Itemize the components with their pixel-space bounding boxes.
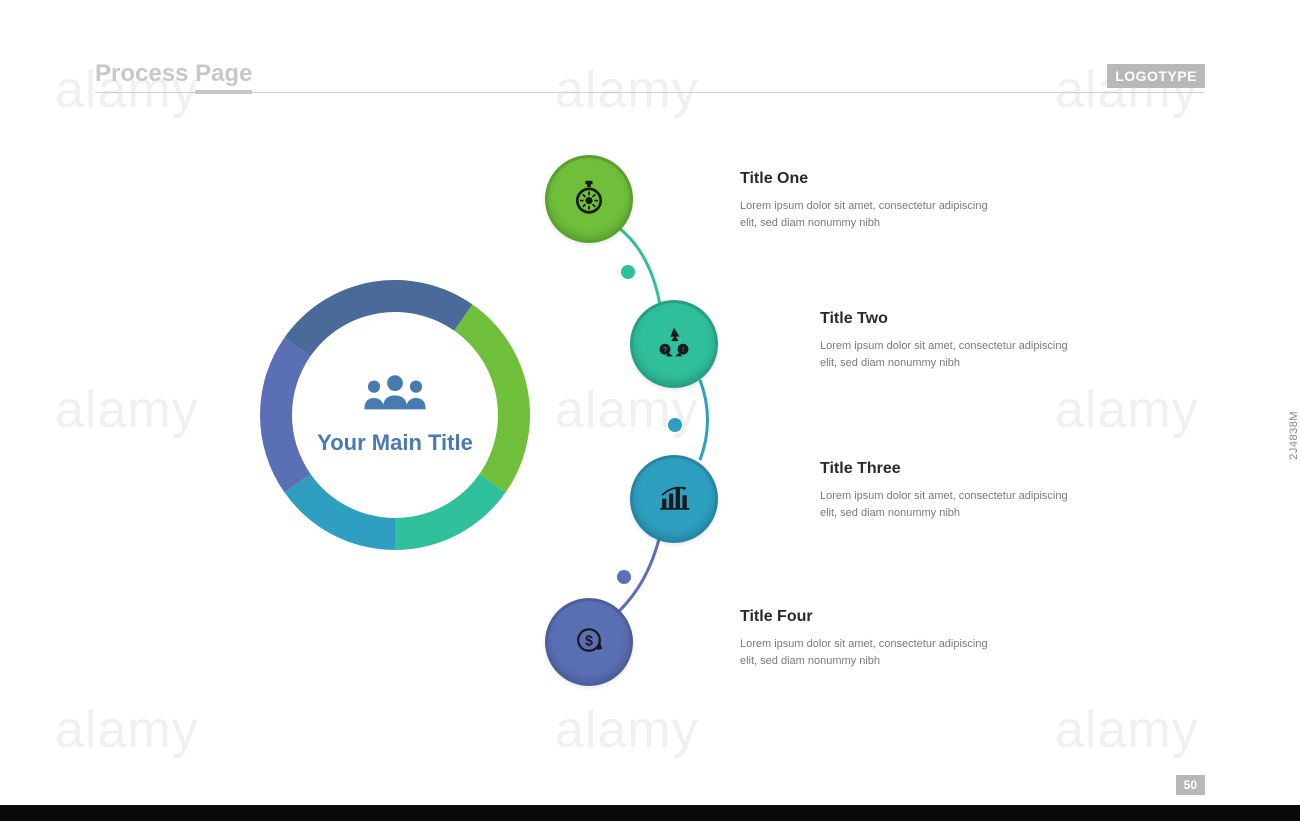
page-header: Process Page LOGOTYPE (95, 60, 1205, 93)
title-prefix: Process (95, 60, 195, 87)
item-block-2: Title Two Lorem ipsum dolor sit amet, con… (820, 310, 1080, 371)
process-node-4: $ (545, 598, 633, 686)
page-number: 50 (1176, 775, 1205, 795)
item-body: Lorem ipsum dolor sit amet, consectetur … (740, 198, 1000, 231)
dollar-cycle-icon: $ (571, 622, 607, 663)
main-circle-center: Your Main Title (295, 315, 495, 515)
page-title: Process Page (95, 60, 252, 88)
svg-text:?: ? (663, 344, 667, 353)
connector-dot-2 (668, 418, 682, 432)
image-id: 2J4838M (1288, 411, 1300, 460)
svg-text:$: $ (585, 633, 593, 649)
item-body: Lorem ipsum dolor sit amet, consectetur … (820, 338, 1080, 371)
item-block-3: Title Three Lorem ipsum dolor sit amet, c… (820, 460, 1080, 521)
watermark: alamy (55, 700, 199, 760)
item-title: Title One (740, 170, 1000, 188)
item-block-4: Title Four Lorem ipsum dolor sit amet, co… (740, 608, 1000, 669)
svg-text:!: ! (682, 344, 684, 353)
people-icon (360, 372, 430, 417)
item-title: Title Two (820, 310, 1080, 328)
item-title: Title Three (820, 460, 1080, 478)
watermark: alamy (55, 380, 199, 440)
process-node-1 (545, 155, 633, 243)
process-node-2: ?! (630, 300, 718, 388)
item-body: Lorem ipsum dolor sit amet, consectetur … (740, 636, 1000, 669)
process-node-3 (630, 455, 718, 543)
item-body: Lorem ipsum dolor sit amet, consectetur … (820, 488, 1080, 521)
logotype-badge: LOGOTYPE (1107, 64, 1205, 88)
watermark: alamy (1055, 700, 1199, 760)
connector-arcs (0, 0, 1300, 821)
connector-dot-3 (617, 570, 631, 584)
recycle-chat-icon: ?! (656, 324, 692, 365)
connector-dot-1 (621, 265, 635, 279)
item-block-1: Title One Lorem ipsum dolor sit amet, con… (740, 170, 1000, 231)
watermark: alamy (555, 700, 699, 760)
footer-bar (0, 805, 1300, 821)
stopwatch-gear-icon (571, 179, 607, 220)
title-underlined: Page (195, 60, 252, 94)
item-title: Title Four (740, 608, 1000, 626)
main-donut-ring: Your Main Title (260, 280, 530, 550)
main-title: Your Main Title (317, 429, 473, 458)
bar-chart-icon (657, 480, 691, 519)
watermark: alamy (1055, 380, 1199, 440)
